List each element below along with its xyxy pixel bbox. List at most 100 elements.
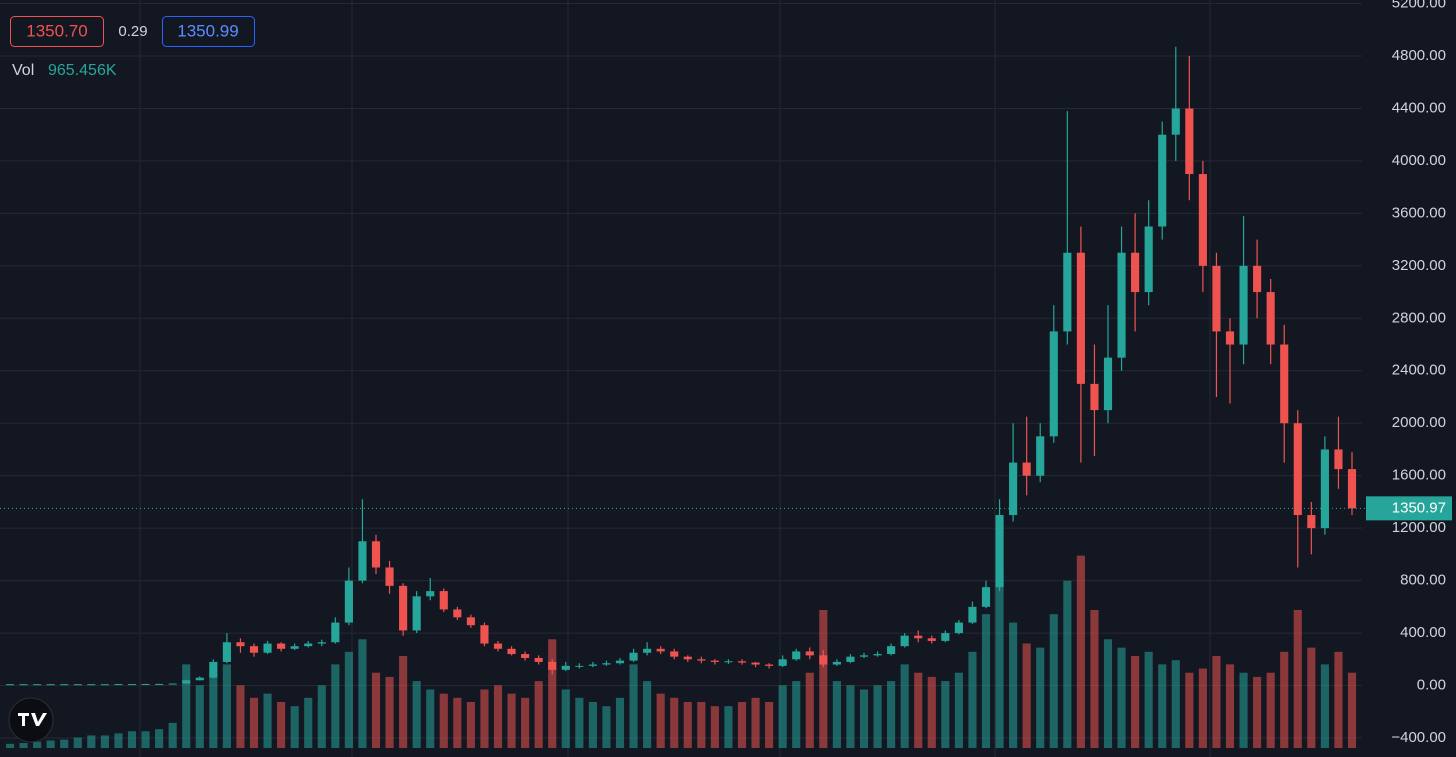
volume-bar — [954, 672, 963, 748]
volume-bar — [1076, 555, 1085, 748]
y-tick-label: 4400.00 — [1392, 99, 1446, 116]
candle-body — [1280, 344, 1289, 424]
candle-body — [60, 684, 69, 686]
candle-body — [317, 642, 326, 644]
candle-body — [751, 662, 760, 665]
candle-body — [656, 648, 665, 652]
y-tick-label: 0.00 — [1417, 676, 1446, 693]
volume-bar — [859, 689, 869, 748]
candle-body — [195, 677, 204, 681]
candle-body — [399, 585, 408, 631]
candle-body — [168, 683, 177, 685]
volume-bar — [439, 693, 448, 748]
candle-body — [222, 642, 231, 662]
volume-bar — [466, 702, 475, 748]
volume-layer — [5, 555, 1357, 748]
volume-value: 965.456K — [48, 62, 117, 79]
y-tick-label: 1200.00 — [1392, 519, 1446, 536]
volume-bar — [304, 697, 313, 748]
candle-body — [277, 643, 286, 649]
volume-bar — [887, 681, 896, 748]
volume-bar — [195, 685, 204, 748]
candle-body — [1022, 462, 1031, 476]
candle-body — [954, 622, 963, 634]
candle-body — [1117, 252, 1126, 358]
volume-bar — [493, 685, 503, 748]
volume-bar — [1280, 651, 1289, 748]
volume-bar — [1198, 668, 1207, 748]
bid-box — [10, 16, 104, 47]
candle-body — [453, 609, 462, 618]
volume-bar — [995, 572, 1004, 748]
candle-body — [182, 680, 191, 684]
volume-bar — [1144, 651, 1153, 748]
volume-bar — [155, 729, 164, 748]
candle-body — [1239, 265, 1248, 345]
volume-bar — [182, 664, 191, 748]
candle-body — [710, 660, 719, 662]
candle-body — [819, 655, 828, 665]
y-tick-label: 3600.00 — [1392, 204, 1446, 221]
candle-body — [1076, 252, 1085, 384]
candle-body — [304, 643, 313, 647]
y-tick-label: 2800.00 — [1392, 309, 1446, 326]
logo-mark — [18, 713, 47, 726]
candle-body — [507, 648, 516, 655]
candle-body — [941, 633, 950, 641]
volume-bar — [832, 681, 841, 748]
candle-body — [358, 541, 367, 581]
volume-bar — [819, 610, 828, 748]
candle-body — [1049, 331, 1058, 437]
candle-body — [588, 664, 597, 666]
candle-body — [1347, 469, 1357, 509]
grid-layer — [0, 3, 1362, 739]
candle-body — [900, 635, 909, 647]
candle-body — [548, 661, 557, 670]
candle-body — [792, 651, 801, 660]
candle-body — [1320, 449, 1329, 529]
candle-body — [1225, 331, 1235, 345]
candle-body — [832, 661, 841, 665]
candle-body — [778, 659, 787, 666]
volume-bar — [412, 681, 421, 748]
y-tick-label: 400.00 — [1400, 624, 1446, 641]
last-price-tag — [1366, 496, 1452, 521]
volume-bar — [588, 702, 597, 748]
volume-bar — [873, 685, 882, 748]
candle-layer — [5, 46, 1357, 686]
bid-price: 1350.70 — [26, 21, 87, 40]
volume-bar — [1063, 580, 1072, 748]
volume-bar — [1320, 664, 1329, 748]
volume-bar — [710, 706, 719, 748]
candle-body — [236, 642, 245, 647]
volume-bar — [1266, 672, 1275, 748]
ask-price: 1350.99 — [177, 21, 238, 40]
volume-bar — [60, 739, 69, 748]
candle-body — [1212, 265, 1221, 332]
candle-body — [466, 617, 475, 626]
candle-body — [765, 664, 774, 666]
volume-bar — [575, 697, 584, 748]
volume-bar — [792, 681, 801, 748]
volume-bar — [981, 614, 991, 748]
candle-body — [480, 625, 489, 644]
volume-bar — [670, 697, 679, 748]
y-tick-label: 1600.00 — [1392, 467, 1446, 484]
volume-bar — [114, 733, 123, 748]
volume-bar — [209, 672, 218, 748]
volume-bar — [290, 706, 299, 748]
y-tick-label: 4800.00 — [1392, 47, 1446, 64]
volume-bar — [697, 702, 706, 748]
candle-body — [1334, 449, 1343, 470]
candle-body — [439, 591, 448, 610]
volume-bar — [1036, 647, 1045, 748]
volume-bar — [1009, 622, 1018, 748]
volume-bar — [1239, 672, 1248, 748]
volume-bar — [941, 681, 950, 748]
spread: 0.29 — [118, 23, 147, 40]
volume-bar — [277, 702, 286, 748]
volume-bar — [358, 639, 367, 748]
